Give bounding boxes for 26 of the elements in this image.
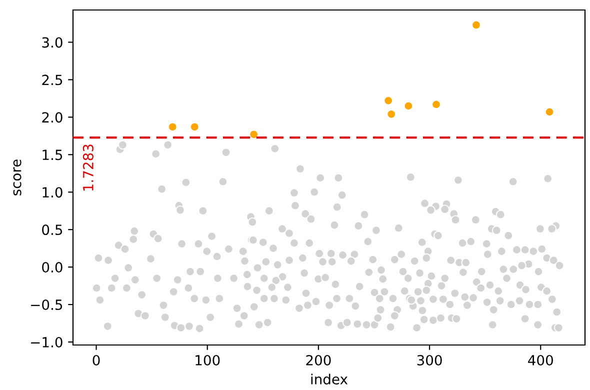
x-tick-label: 300 (417, 354, 442, 366)
y-tick-label: 0.5 (42, 224, 62, 236)
x-tick-label: 100 (196, 354, 220, 366)
ref-line-label: 1.7283 (82, 144, 94, 191)
point (249, 130, 258, 140)
y-axis-title: score (13, 160, 22, 196)
point (432, 100, 441, 110)
point (472, 20, 481, 30)
x-axis-title: index (311, 374, 348, 384)
y-tick-label: 1.5 (42, 150, 62, 160)
y-tick-label: 3.0 (42, 37, 62, 48)
y-tick-label: 2.0 (42, 112, 62, 123)
point (168, 122, 178, 132)
point (404, 101, 414, 111)
point (544, 107, 554, 117)
x-tick-label: 0 (92, 354, 100, 366)
y-tick-label: 2.5 (42, 74, 62, 86)
y-tick-label: −1.0 (31, 336, 62, 348)
x-tick-label: 400 (528, 354, 553, 366)
x-tick-label: 200 (306, 354, 331, 366)
point (190, 122, 200, 132)
y-tick-label: 1.0 (42, 187, 62, 198)
point (384, 96, 393, 106)
point (386, 110, 396, 119)
y-tick-label: −0.5 (31, 300, 62, 310)
y-tick-label: 0.0 (42, 262, 62, 273)
